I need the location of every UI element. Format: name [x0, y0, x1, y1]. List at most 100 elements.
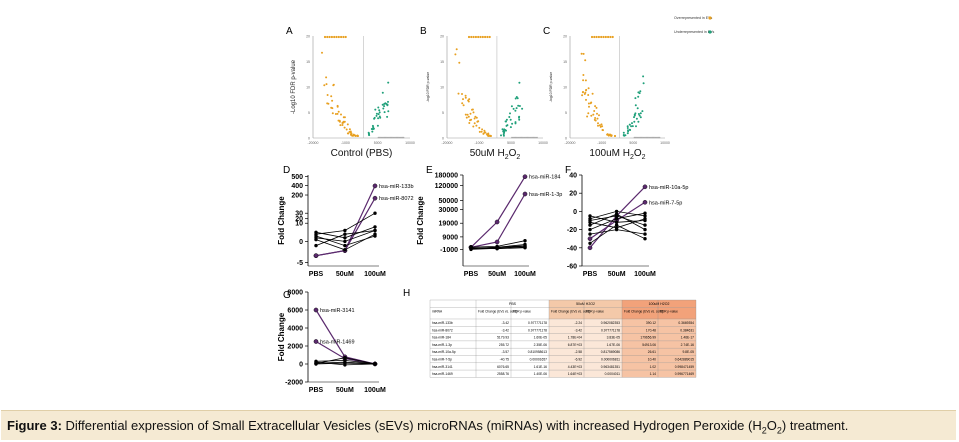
- table-group-label: 100uM H2O2: [649, 302, 670, 306]
- volcano-point-ns: [652, 136, 655, 139]
- volcano-point-over: [587, 87, 590, 90]
- volcano-point-ns: [523, 136, 525, 139]
- volcano-point-over: [586, 115, 589, 118]
- table-column-header: FDR p-value: [513, 309, 531, 313]
- series-point: [643, 217, 647, 221]
- volcano-point-over: [468, 98, 471, 101]
- volcano-point-under: [383, 105, 386, 108]
- table-cell: 2558.76: [497, 372, 509, 376]
- volcano-point-over: [330, 35, 333, 39]
- volcano-point-under: [637, 95, 640, 98]
- table-cell: -3.42: [501, 328, 509, 332]
- volcano-point-under: [624, 134, 627, 137]
- volcano-point-over: [595, 106, 598, 109]
- volcano-point-under: [627, 130, 630, 133]
- volcano-point-ns: [639, 136, 642, 139]
- volcano-point-over: [480, 130, 483, 133]
- volcano-x-tick: -1000: [341, 141, 350, 145]
- line-x-label: 50uM: [336, 271, 354, 278]
- series-point: [614, 217, 619, 221]
- series-point: [373, 362, 377, 366]
- volcano-point-over: [481, 128, 484, 131]
- volcano-point-over: [590, 35, 594, 39]
- table-cell: 255.72: [499, 343, 509, 347]
- figure-caption: Figure 3: Differential expression of Sma…: [7, 418, 848, 436]
- line-y-tick-label: 20: [569, 191, 577, 198]
- table-cell-bg: [549, 333, 622, 341]
- volcano-point-under: [508, 116, 511, 118]
- table-cell: hsa-miR-184: [432, 336, 451, 340]
- table-cell: hsa-miR-1469: [432, 372, 453, 376]
- series-annotation: hsa-miR-3141: [320, 308, 355, 314]
- volcano-point-over: [337, 110, 340, 113]
- volcano-point-under: [630, 125, 633, 128]
- table-cell: 0.963481351: [601, 365, 620, 369]
- table-cell-bg: [549, 340, 622, 349]
- table-cell-bg: [549, 370, 622, 378]
- legend-over-label: Overrepresented in EVs: [674, 16, 713, 20]
- series-annotation: hsa-miR-10a-5p: [649, 185, 688, 191]
- volcano-point-over: [336, 112, 339, 115]
- series-point: [643, 237, 647, 241]
- volcano-point-over: [328, 35, 331, 39]
- volcano-y-tick: 10: [563, 86, 567, 90]
- table-cell: 3.83E-05: [607, 336, 621, 340]
- series-point: [343, 228, 347, 233]
- volcano-point-over: [601, 125, 604, 128]
- line-y-tick-label: 40: [569, 173, 577, 180]
- volcano-y-tick: 15: [440, 60, 444, 64]
- volcano-point-under: [379, 116, 382, 119]
- volcano-point-under: [634, 97, 637, 100]
- volcano-y-tick: 20: [563, 35, 567, 39]
- table-cell: 0.0004011: [605, 372, 621, 376]
- volcano-point-over: [334, 113, 337, 115]
- volcano-point-ns: [658, 136, 661, 139]
- volcano-point-over: [468, 122, 471, 124]
- series-point: [614, 220, 619, 224]
- legend-under-label: Underrepresented in EVs: [674, 30, 715, 34]
- volcano-point-ns: [381, 136, 383, 139]
- series-point: [343, 236, 347, 240]
- volcano-point-over: [474, 115, 477, 118]
- volcano-point-under: [626, 127, 629, 129]
- series-point: [588, 232, 592, 236]
- series-point: [523, 246, 527, 250]
- series-point: [643, 227, 647, 232]
- volcano-point-over: [486, 35, 489, 39]
- volcano-point-over: [342, 35, 345, 39]
- table-group-bg: [622, 300, 696, 308]
- volcano-point-under: [377, 113, 380, 116]
- volcano-point-under: [372, 126, 375, 129]
- volcano-point-ns: [644, 136, 646, 139]
- table-cell-bg: [549, 326, 622, 334]
- volcano-point-over: [348, 128, 351, 131]
- volcano-point-over: [488, 35, 491, 39]
- volcano-point-under: [383, 102, 386, 105]
- line-x-label: PBS: [309, 271, 324, 278]
- table-cell-bg: [622, 340, 696, 349]
- line-y-tick-label: -5: [297, 260, 303, 267]
- volcano-point-over: [471, 108, 473, 111]
- series-point: [343, 239, 347, 244]
- caption-label: Figure 3:: [7, 418, 62, 433]
- line-y-tick-label: 6000: [287, 308, 303, 315]
- volcano-point-over: [472, 111, 475, 114]
- table-cell: 0.962082353: [601, 321, 620, 325]
- table-cell: 1.78E+04: [568, 336, 582, 340]
- table-column-header: Fold Change (EVs vs. cells): [551, 309, 590, 313]
- volcano-y-tick: 5: [308, 111, 310, 115]
- line-y-label: Fold Change: [416, 196, 425, 245]
- panel-letter-a: A: [286, 26, 293, 37]
- volcano-point-under: [368, 132, 370, 135]
- series-annotation: hsa-miR-7-5p: [649, 200, 682, 206]
- volcano-y-tick: 0: [565, 137, 567, 141]
- volcano-point-under: [514, 97, 517, 100]
- series-point: [343, 232, 347, 236]
- table-cell: hsa-miR-10a-5p: [432, 350, 456, 354]
- volcano-point-over: [332, 84, 335, 87]
- caption-mid: O: [766, 418, 777, 433]
- table-cell: 0.642889015: [675, 357, 694, 361]
